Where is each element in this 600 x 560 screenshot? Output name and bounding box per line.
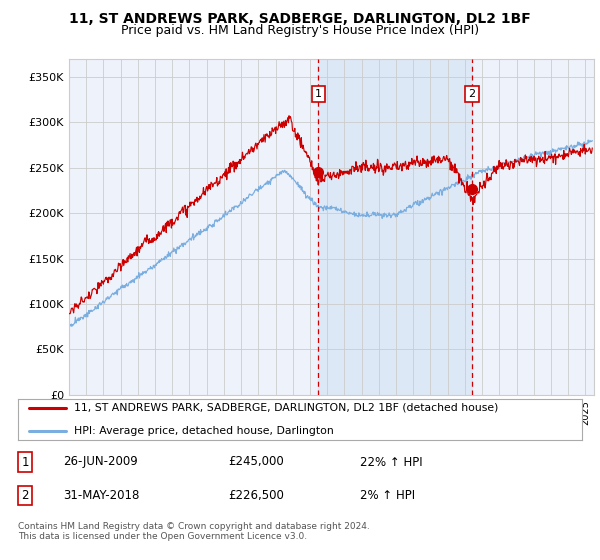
- Text: £245,000: £245,000: [228, 455, 284, 469]
- Text: 2% ↑ HPI: 2% ↑ HPI: [360, 489, 415, 502]
- Text: 31-MAY-2018: 31-MAY-2018: [63, 489, 139, 502]
- Text: 11, ST ANDREWS PARK, SADBERGE, DARLINGTON, DL2 1BF: 11, ST ANDREWS PARK, SADBERGE, DARLINGTO…: [69, 12, 531, 26]
- Text: HPI: Average price, detached house, Darlington: HPI: Average price, detached house, Darl…: [74, 426, 334, 436]
- Text: 26-JUN-2009: 26-JUN-2009: [63, 455, 138, 469]
- Text: Contains HM Land Registry data © Crown copyright and database right 2024.
This d: Contains HM Land Registry data © Crown c…: [18, 522, 370, 542]
- Text: 2: 2: [469, 89, 476, 99]
- Text: 22% ↑ HPI: 22% ↑ HPI: [360, 455, 422, 469]
- Text: Price paid vs. HM Land Registry's House Price Index (HPI): Price paid vs. HM Land Registry's House …: [121, 24, 479, 36]
- Text: 1: 1: [315, 89, 322, 99]
- Text: £226,500: £226,500: [228, 489, 284, 502]
- Text: 1: 1: [22, 455, 29, 469]
- Text: 11, ST ANDREWS PARK, SADBERGE, DARLINGTON, DL2 1BF (detached house): 11, ST ANDREWS PARK, SADBERGE, DARLINGTO…: [74, 403, 499, 413]
- Bar: [319, 59, 472, 395]
- Text: 2: 2: [22, 489, 29, 502]
